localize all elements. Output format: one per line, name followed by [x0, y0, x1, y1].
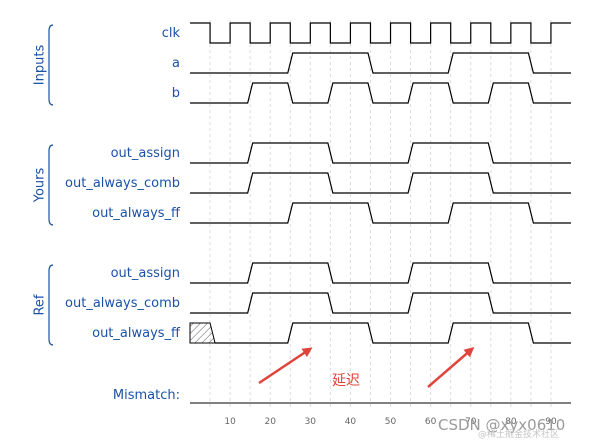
- time-tick-label: 90: [545, 417, 557, 427]
- signal-label-out-assign: out_assign: [111, 146, 180, 161]
- watermark-sub: @稀土掘金技术社区: [478, 428, 559, 440]
- waveform-out-always-ff: [215, 322, 571, 344]
- group-label-yours: Yours: [33, 168, 48, 204]
- mismatch-label: Mismatch:: [113, 388, 180, 403]
- signal-groups: Inputs Yours Ref: [33, 24, 54, 346]
- waveforms: clk ab out_assign out_always_comb out_always…: [65, 22, 571, 344]
- time-grid: [209, 20, 552, 410]
- watermark-main: CSDN @xyx0610: [438, 416, 565, 434]
- waveform-b: [190, 82, 571, 104]
- arrow-icon: [427, 347, 475, 388]
- waveform-out-always-ff: [190, 202, 571, 224]
- time-tick-label: 30: [305, 417, 317, 427]
- signal-label-out-always-comb: out_always_comb: [65, 296, 180, 311]
- delay-annotation-label: 延迟: [332, 373, 360, 389]
- time-tick-label: 20: [264, 417, 276, 427]
- signal-label-clk: clk: [162, 26, 181, 41]
- signal-label-out-always-ff: out_always_ff: [92, 206, 181, 221]
- watermark: CSDN @xyx0610 @稀土掘金技术社区: [438, 416, 565, 440]
- group-bracket: [48, 264, 54, 346]
- group-bracket: [48, 144, 54, 226]
- waveform-a: [190, 52, 571, 74]
- signal-label-out-always-ff: out_always_ff: [92, 326, 181, 341]
- delay-annotation: 延迟: [258, 347, 475, 389]
- signal-label-out-assign: out_assign: [111, 266, 180, 281]
- waveform-out-always-comb: [190, 292, 571, 314]
- signal-label-out-always-comb: out_always_comb: [65, 176, 180, 191]
- time-tick-label: 10: [224, 417, 236, 427]
- signal-label-b: b: [172, 86, 180, 101]
- group-label-ref: Ref: [33, 294, 48, 315]
- mismatch-row: Mismatch:: [113, 388, 571, 404]
- group-label-inputs: Inputs: [33, 45, 48, 86]
- time-tick-label: 70: [465, 417, 477, 427]
- signal-label-a: a: [172, 56, 180, 71]
- unknown-region: [189, 322, 216, 344]
- group-bracket: [48, 24, 54, 106]
- time-tick-label: 50: [385, 417, 397, 427]
- time-axis: 10 20 30 40 50 60 70 80 90: [224, 417, 557, 427]
- time-tick-label: 60: [425, 417, 437, 427]
- time-tick-label: 80: [505, 417, 517, 427]
- waveform-out-assign: [190, 262, 571, 284]
- waveform-clk: [190, 22, 571, 44]
- arrow-icon: [258, 347, 313, 385]
- time-tick-label: 40: [345, 417, 357, 427]
- waveform-out-always-comb: [190, 172, 571, 194]
- waveform-out-assign: [190, 142, 571, 164]
